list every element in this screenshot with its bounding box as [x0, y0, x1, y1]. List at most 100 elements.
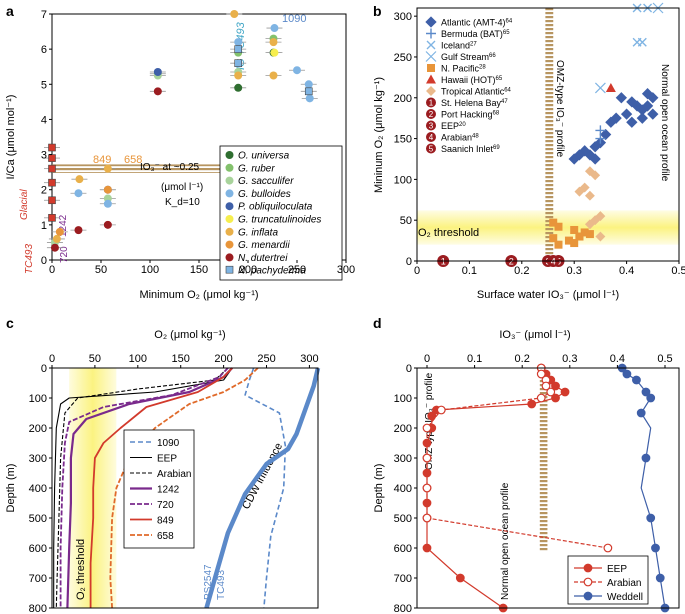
data-point-p-obliquiloculata [153, 67, 162, 76]
legend-marker [583, 591, 593, 601]
data-point-n-pachyderma [304, 87, 313, 96]
data-point-n-pacific [554, 222, 563, 231]
legend-number: 1 [429, 99, 434, 108]
data-point-n-pacific [549, 234, 558, 243]
x-tick-label: 0 [414, 265, 420, 277]
data-point-g-inflata [52, 234, 61, 243]
legend-marker [427, 64, 435, 72]
data-point-n-pachyderma [234, 45, 242, 53]
legend-label: EEP [607, 564, 627, 575]
legend-number: 3 [429, 122, 434, 131]
data-point-arabian [603, 543, 613, 553]
data-point-weddell [632, 375, 641, 385]
legend-label: St. Helena Bay47 [441, 98, 508, 108]
legend-label: N. Pacific28 [441, 64, 486, 74]
panel-a-unit-label: (μmol l⁻¹) [161, 182, 203, 193]
y-tick-label: 100 [394, 393, 412, 405]
y-tick-label: 700 [29, 573, 47, 585]
y-tick-label: 600 [394, 543, 412, 555]
data-point-n-pachyderma [48, 214, 56, 222]
panel-a-y-label: I/Ca (μmol mol⁻¹) [5, 95, 17, 180]
data-point-n-dutertrei [74, 226, 83, 235]
legend-marker [225, 253, 234, 262]
x-tick-label: 300 [337, 264, 355, 276]
panel-b-threshold-label: O₂ threshold [418, 227, 479, 239]
legend-label: 1242 [157, 485, 180, 496]
data-point-g-bulloides [305, 94, 314, 103]
panel-d-omz-profile-bar [539, 374, 548, 551]
legend-number: 2 [429, 110, 434, 119]
data-point-tropical-atlantic [590, 170, 601, 181]
profile-line-arabian [55, 367, 229, 609]
x-tick-label: 250 [288, 264, 306, 276]
profile-line-1242 [66, 367, 233, 609]
data-point-n-pachyderma [48, 143, 56, 152]
data-point-n-pacific [554, 240, 563, 249]
legend-marker [225, 202, 234, 211]
legend-label: G. sacculifer [238, 176, 294, 187]
x-tick-label: 0 [49, 353, 55, 365]
data-point-g-inflata [230, 10, 239, 18]
panel-b: b O₂ threshold OMZ-type IO₃⁻ profile Nor… [373, 2, 685, 301]
legend-marker [426, 120, 436, 131]
legend-label: G. menardii [238, 240, 290, 251]
data-point-arabian [541, 381, 551, 391]
legend-marker [225, 227, 234, 236]
legend-marker [426, 109, 436, 119]
legend-label: Weddell [607, 592, 643, 603]
data-point-eep [455, 573, 465, 583]
data-point-n-pachyderma [48, 154, 56, 162]
legend-marker [426, 74, 436, 84]
panel-c-core-label-2: TC493 [216, 570, 227, 600]
y-tick-label: 700 [394, 573, 412, 585]
y-tick-label: 3 [41, 150, 47, 162]
data-point-arabian [422, 453, 432, 463]
x-tick-label: 0 [49, 264, 55, 276]
data-point-weddell [641, 453, 651, 463]
legend-label: Atlantic (AMT-4)64 [441, 18, 513, 28]
panel-b-x-label: Surface water IO₃⁻ (μmol l⁻¹) [477, 289, 619, 301]
data-point-gulf-stream [594, 82, 606, 94]
panel-a-kd-label: K_d=10 [165, 197, 200, 208]
y-tick-label: 6 [41, 44, 47, 56]
data-point-n-pacific [564, 236, 573, 245]
legend-marker [225, 265, 234, 274]
data-point-g-bulloides [304, 80, 313, 89]
x-tick-label: 0.1 [462, 265, 477, 277]
y-tick-label: 300 [29, 453, 47, 465]
x-tick-label: 200 [214, 353, 232, 365]
y-tick-label: 7 [41, 9, 47, 21]
x-tick-label: 300 [300, 353, 318, 365]
y-tick-label: 500 [29, 513, 47, 525]
x-tick-label: 150 [172, 353, 190, 365]
data-point-tropical-atlantic [595, 231, 606, 242]
panel-b-label: b [373, 3, 382, 19]
legend-label: O. universa [238, 151, 290, 162]
legend-label: Gulf Stream66 [441, 52, 496, 62]
x-tick-label: 50 [95, 264, 107, 276]
data-point-n-pacific [580, 228, 589, 237]
x-tick-label: 0.3 [562, 353, 577, 365]
legend-label: Iceland27 [441, 41, 477, 51]
panel-b-open-label: Normal open ocean profile [659, 64, 670, 182]
data-point-arabian [536, 369, 546, 379]
data-point-n-pacific [585, 230, 594, 239]
y-tick-label: 4 [41, 114, 47, 126]
panel-c-y-label: Depth (m) [5, 464, 17, 513]
data-point-g-bulloides [270, 24, 279, 33]
data-point-tropical-atlantic [584, 219, 595, 230]
y-tick-label: 800 [29, 603, 47, 614]
x-tick-label: 0.4 [619, 265, 634, 277]
y-tick-label: 100 [394, 174, 412, 186]
data-point-atlantic-amt-4- [599, 128, 612, 141]
x-tick-label: 0 [424, 353, 430, 365]
data-point-tropical-atlantic [574, 186, 585, 197]
x-tick-label: 0.3 [567, 265, 582, 277]
data-point-weddell [651, 543, 660, 553]
legend-label: 658 [157, 531, 174, 542]
data-point-weddell [655, 573, 665, 583]
data-point-eep [560, 387, 570, 397]
x-tick-label: 200 [239, 264, 257, 276]
